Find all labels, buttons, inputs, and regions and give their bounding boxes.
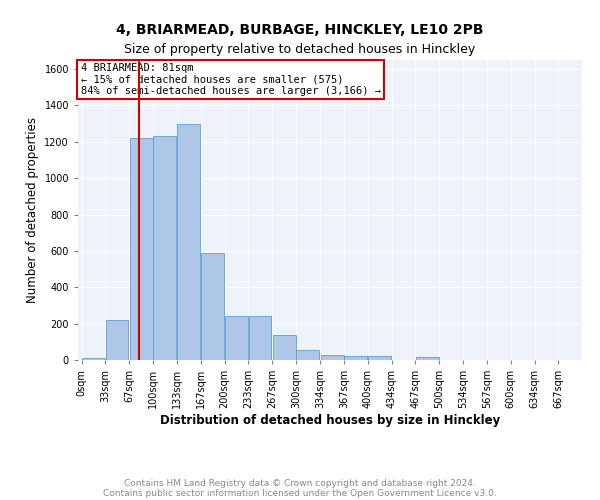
Text: 4, BRIARMEAD, BURBAGE, HINCKLEY, LE10 2PB: 4, BRIARMEAD, BURBAGE, HINCKLEY, LE10 2P… [116, 22, 484, 36]
Bar [296, 350, 319, 360]
Text: 4 BRIARMEAD: 81sqm
← 15% of detached houses are smaller (575)
84% of semi-detach: 4 BRIARMEAD: 81sqm ← 15% of detached hou… [80, 63, 380, 96]
Bar [368, 356, 391, 360]
Text: Contains public sector information licensed under the Open Government Licence v3: Contains public sector information licen… [103, 488, 497, 498]
Bar [225, 316, 248, 360]
Bar [154, 136, 176, 360]
Bar [344, 356, 367, 360]
Y-axis label: Number of detached properties: Number of detached properties [26, 117, 39, 303]
Text: Contains HM Land Registry data © Crown copyright and database right 2024.: Contains HM Land Registry data © Crown c… [124, 478, 476, 488]
Bar [273, 334, 296, 360]
Text: Size of property relative to detached houses in Hinckley: Size of property relative to detached ho… [124, 42, 476, 56]
Bar [416, 358, 439, 360]
Bar [321, 354, 344, 360]
Bar [177, 124, 200, 360]
Bar [82, 358, 105, 360]
X-axis label: Distribution of detached houses by size in Hinckley: Distribution of detached houses by size … [160, 414, 500, 427]
Bar [202, 252, 224, 360]
Bar [130, 138, 153, 360]
Bar [106, 320, 128, 360]
Bar [248, 316, 271, 360]
